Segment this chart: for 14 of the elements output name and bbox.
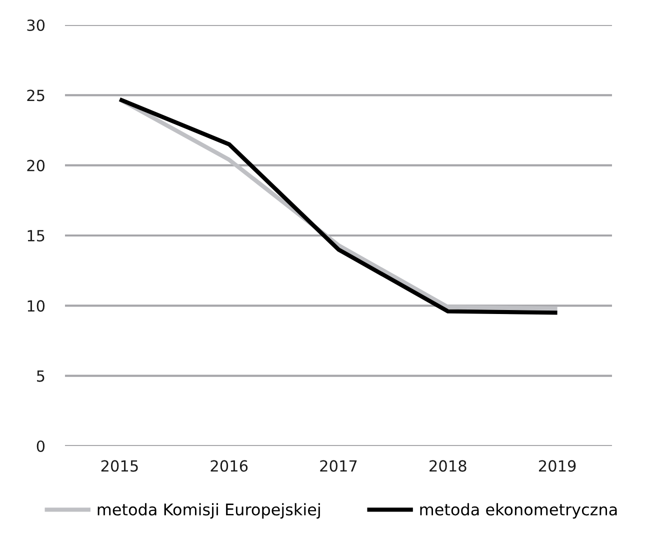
x-tick-label: 2018 (430, 460, 466, 472)
legend-label: metoda Komisji Europejskiej (98, 503, 320, 519)
x-tick-label: 2016 (210, 460, 248, 472)
y-tick-label: 10 (28, 300, 45, 312)
x-tick-label: 2015 (101, 460, 138, 472)
x-tick-label: 2019 (538, 460, 576, 472)
y-tick-label: 20 (27, 160, 45, 172)
legend-label: metoda ekonometryczna (420, 503, 617, 519)
x-tick-label: 2017 (320, 460, 357, 472)
y-tick-label: 0 (36, 440, 45, 452)
y-tick-label: 5 (37, 370, 44, 382)
y-tick-label: 15 (28, 230, 44, 242)
y-tick-label: 30 (27, 19, 45, 32)
y-tick-label: 25 (27, 90, 44, 102)
